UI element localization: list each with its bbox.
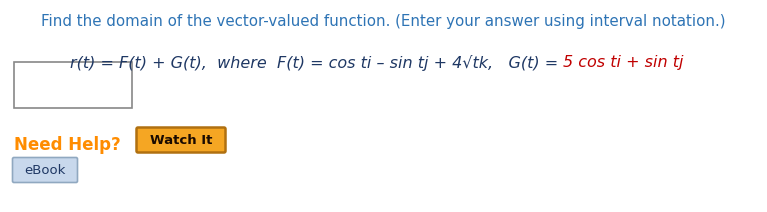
Bar [14,62,132,108]
Text: 5 cos t​i + sin t​j: 5 cos t​i + sin t​j [563,55,683,70]
Text: eBook: eBook [25,163,66,177]
Text: Find the domain of the vector-valued function. (Enter your answer using interval: Find the domain of the vector-valued fun… [41,14,726,29]
FancyBboxPatch shape [137,127,225,152]
Text: r(t) = F(t) + G(t),  where  F(t) = cos t​i – sin t​j + 4√t​k,   G(t) =: r(t) = F(t) + G(t), where F(t) = cos t​i… [70,55,563,71]
Text: Need Help?: Need Help? [14,136,120,154]
FancyBboxPatch shape [12,158,77,183]
Text: Watch It: Watch It [150,134,212,146]
